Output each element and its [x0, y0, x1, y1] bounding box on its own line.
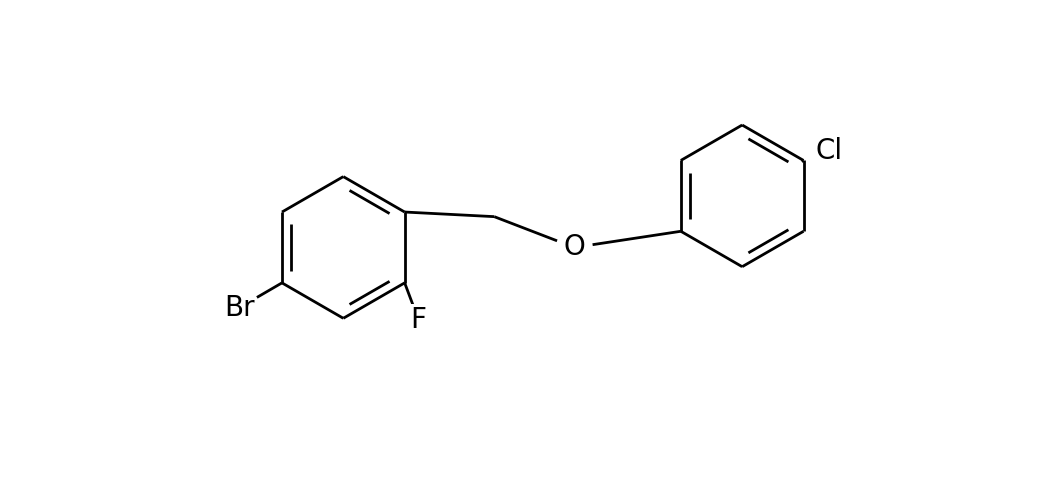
Text: F: F [411, 306, 426, 334]
Text: Cl: Cl [815, 137, 842, 165]
Text: O: O [564, 233, 585, 262]
Text: Br: Br [225, 294, 255, 321]
